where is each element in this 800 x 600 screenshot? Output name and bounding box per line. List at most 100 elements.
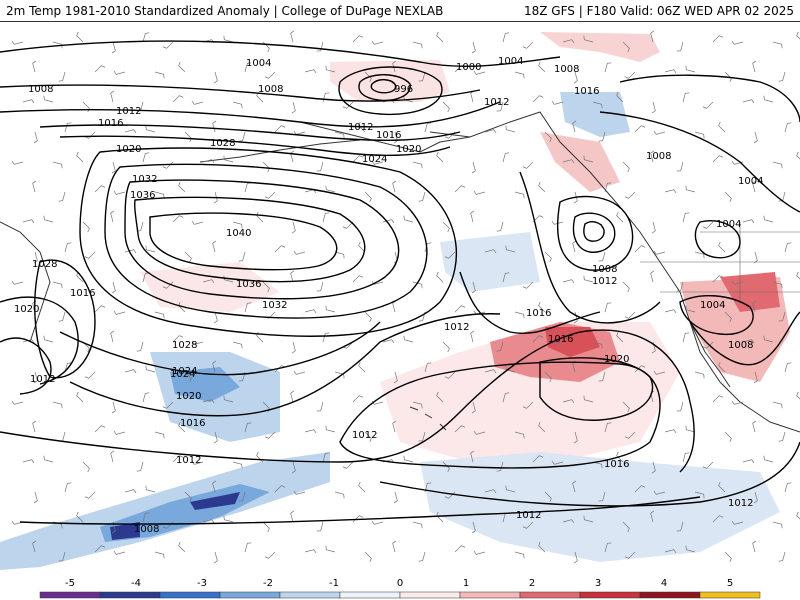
wind-barb	[544, 131, 552, 143]
isobar-lines	[0, 40, 800, 525]
isobar-1012-mid-east	[459, 271, 601, 334]
isobar-label: 1008	[646, 151, 671, 162]
wind-barb	[358, 241, 366, 253]
wind-barb	[213, 191, 218, 204]
colorbar-tick-label: -3	[197, 578, 207, 589]
wind-barb	[682, 92, 690, 103]
wind-barb	[113, 310, 126, 315]
wind-barb	[436, 31, 444, 43]
colorbar-segments	[39, 591, 761, 599]
wind-barb	[496, 221, 504, 232]
wind-barb	[796, 271, 800, 280]
wind-barb	[244, 62, 252, 73]
wind-barb	[325, 185, 336, 193]
wind-barb	[412, 281, 423, 289]
wind-barb	[653, 490, 666, 495]
wind-barb	[274, 125, 286, 133]
wind-barb	[124, 249, 137, 254]
wind-barb	[316, 161, 324, 172]
wind-barb	[544, 491, 552, 503]
wind-barb	[352, 275, 364, 283]
wind-barb	[290, 510, 295, 523]
wind-barb	[364, 431, 372, 443]
wind-barb	[752, 540, 757, 553]
wind-barb	[154, 71, 165, 79]
wind-barb	[471, 281, 476, 294]
wind-barb	[583, 395, 594, 403]
wind-barb	[731, 40, 744, 45]
wind-barb	[191, 220, 204, 225]
wind-barb	[753, 251, 758, 264]
wind-barb	[682, 452, 690, 463]
wind-barb	[110, 90, 115, 103]
colorbar-tick-label: -2	[263, 578, 273, 589]
wind-barb	[634, 125, 646, 133]
wind-barb	[290, 150, 295, 163]
wind-barb	[202, 399, 215, 404]
isobar-label: 1020	[116, 144, 141, 155]
isobar-label: 1020	[176, 391, 201, 402]
wind-barb	[634, 245, 646, 253]
wind-barb	[562, 399, 575, 404]
isobar-high-center-1040	[149, 212, 338, 271]
wind-barb	[364, 551, 372, 563]
wind-barb	[291, 101, 296, 114]
wind-barb	[583, 275, 594, 283]
wind-barb	[616, 451, 624, 463]
wind-barb	[685, 545, 696, 553]
wind-barb	[142, 32, 150, 43]
wind-barb	[264, 191, 276, 199]
wind-barb	[702, 101, 714, 109]
wind-barb	[264, 551, 276, 559]
isobar-label: 1036	[130, 190, 155, 201]
wind-barb	[752, 180, 757, 193]
wind-barb	[544, 251, 552, 263]
wind-barb	[178, 421, 186, 433]
wind-barb	[191, 340, 204, 345]
wind-barb	[653, 250, 666, 255]
wind-barb	[442, 341, 450, 353]
wind-barb	[444, 371, 456, 379]
wind-barb	[264, 71, 276, 79]
wind-barb	[592, 101, 603, 109]
wind-barb	[650, 30, 655, 43]
wind-barb	[32, 60, 37, 73]
wind-barb	[772, 161, 783, 169]
wind-barb	[796, 31, 800, 40]
colorbar-tick-label: 5	[727, 578, 733, 589]
wind-barb	[22, 459, 35, 464]
wind-barb	[650, 270, 655, 283]
colorbar-tick-label: 4	[661, 578, 667, 589]
wind-barb	[778, 311, 786, 322]
wind-barb	[322, 452, 330, 463]
wind-barb	[11, 40, 24, 45]
wind-barb	[244, 422, 252, 433]
wind-barb	[562, 39, 575, 44]
wind-barb	[342, 221, 354, 229]
wind-barb	[496, 341, 504, 352]
wind-barb	[293, 250, 306, 255]
wind-barb	[11, 160, 24, 165]
wind-barb	[213, 71, 218, 84]
wind-barb	[471, 41, 476, 54]
wind-barb	[293, 130, 306, 135]
wind-barb	[113, 430, 126, 435]
wind-barb	[111, 41, 116, 54]
wind-barb	[752, 300, 757, 313]
wind-barb	[58, 551, 66, 562]
wind-barb	[316, 281, 324, 292]
wind-barb	[213, 431, 218, 444]
wind-barb	[43, 455, 54, 463]
wind-barb	[772, 401, 783, 409]
wind-barb	[514, 311, 525, 319]
wind-barb	[145, 485, 156, 493]
wind-barb	[772, 41, 783, 49]
wind-barb	[742, 459, 755, 464]
wind-barb	[470, 210, 475, 223]
wind-barb	[502, 32, 510, 43]
wind-barb	[624, 431, 636, 439]
wind-barb	[334, 371, 345, 379]
isobar-label: 1012	[592, 276, 617, 287]
wind-barb	[342, 461, 354, 469]
isobar-label: 1020	[14, 304, 39, 315]
